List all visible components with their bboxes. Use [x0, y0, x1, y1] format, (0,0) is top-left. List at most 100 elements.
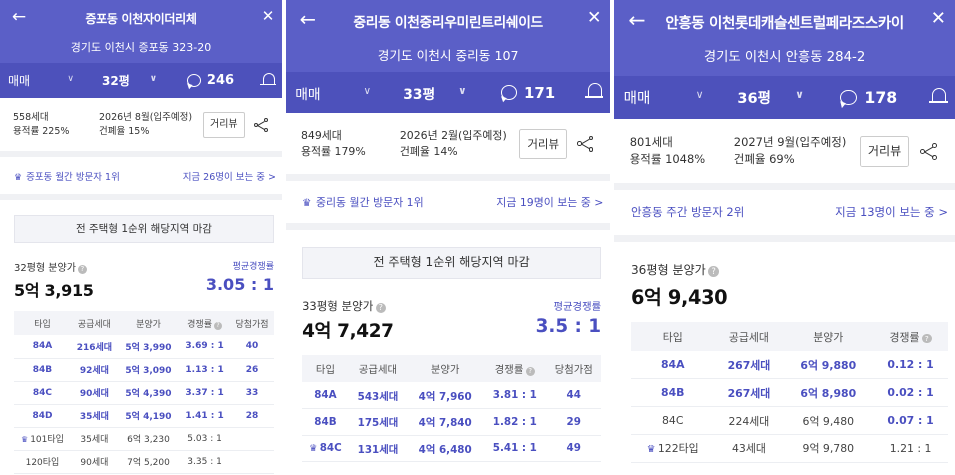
table-row[interactable]: 84A 543세대 4억 7,960 3.81 : 1 44	[302, 382, 602, 410]
table-row[interactable]: ♛ 101타입 35세대 6억 3,230 5.03 : 1	[14, 427, 274, 451]
table-row[interactable]: 84A 267세대 6억 9,880 0.12 : 1	[630, 351, 948, 380]
visitor-rank: 중리동 월간 방문자 1위	[315, 195, 424, 209]
trade-type-label: 매매	[623, 90, 651, 107]
help-icon[interactable]: ?	[375, 302, 386, 314]
comments-button[interactable]: 246	[165, 73, 256, 88]
move-in-date: 2026년 8월(입주예정)	[99, 112, 193, 123]
chevron-down-icon: ∨	[458, 84, 467, 97]
table-row[interactable]: 84B 267세대 6억 8,980 0.02 : 1	[630, 378, 948, 408]
share-icon[interactable]	[577, 135, 594, 152]
complex-info: 849세대 용적률 179% 2026년 2월(입주예정) 건폐율 14% 거리뷰	[286, 113, 610, 174]
visitor-bar[interactable]: ♛ 증포동 월간 방문자 1위 지금 26명이 보는 중 >	[0, 157, 282, 194]
bell-icon[interactable]	[924, 85, 955, 109]
address: 경기도 이천시 안흥동 284-2	[614, 44, 955, 77]
trade-type-select[interactable]: 매매 ∨	[286, 83, 378, 103]
viewing-now-link[interactable]: 지금 19명이 보는 중 >	[496, 195, 604, 209]
visitor-bar[interactable]: ♛ 중리동 월간 방문자 1위 지금 19명이 보는 중 >	[286, 181, 610, 224]
col-supply: 공급세대	[70, 311, 118, 335]
top-bar: ← 증포동 이천자이더리체 ✕	[0, 0, 282, 37]
crown-icon: ♛	[14, 172, 23, 183]
size-select[interactable]: 36평 ∨	[711, 87, 814, 108]
comments-button[interactable]: 178	[814, 88, 924, 107]
visitor-rank: 증포동 월간 방문자 1위	[26, 171, 120, 183]
help-icon[interactable]: ?	[213, 321, 222, 330]
comment-icon	[840, 89, 858, 106]
close-icon[interactable]: ✕	[930, 8, 946, 30]
address: 경기도 이천시 중리동 107	[286, 42, 610, 73]
move-in-date: 2027년 9월(입주예정)	[733, 135, 847, 150]
coverage-ratio: 건폐율 15%	[99, 126, 150, 137]
back-arrow-icon[interactable]: ←	[11, 7, 27, 27]
help-icon[interactable]: ?	[525, 366, 535, 377]
price-block: 33평형 분양가? 4억 7,427 평균경쟁률 3.5 : 1	[286, 295, 610, 343]
divider	[614, 182, 955, 190]
trade-type-select[interactable]: 매매 ∨	[0, 72, 80, 89]
col-competition: 경쟁률?	[873, 322, 948, 352]
table-row[interactable]: 84C 90세대 5억 4,390 3.37 : 1 33	[14, 381, 274, 405]
bell-icon[interactable]	[256, 71, 282, 91]
notice-box: 전 주택형 1순위 해당지역 마감	[14, 215, 274, 243]
share-icon[interactable]	[920, 142, 938, 160]
size-select[interactable]: 33평 ∨	[378, 83, 476, 103]
filter-bar: 매매 ∨ 32평 ∨ 246	[0, 63, 282, 98]
table-row[interactable]: 84B 92세대 5억 3,090 1.13 : 1 26	[14, 358, 274, 382]
table-row[interactable]: 84B 175세대 4억 7,840 1.82 : 1 29	[302, 408, 602, 436]
crown-icon: ♛	[646, 444, 656, 456]
back-arrow-icon[interactable]: ←	[628, 8, 646, 33]
listing-panel-2: ← 중리동 이천중리우미린트리쉐이드 ✕ 경기도 이천시 중리동 107 매매 ∨…	[286, 0, 610, 475]
help-icon[interactable]: ?	[77, 265, 87, 274]
comments-button[interactable]: 171	[476, 84, 581, 102]
filter-bar: 매매 ∨ 36평 ∨ 178	[614, 76, 955, 119]
price-block: 36평형 분양가? 6억 9,430	[614, 259, 955, 310]
close-icon[interactable]: ✕	[586, 8, 602, 29]
visitor-bar[interactable]: 안흥동 주간 방문자 2위 지금 13명이 보는 중 >	[614, 190, 955, 235]
col-supply: 공급세대	[714, 322, 784, 352]
size-label: 32평	[102, 74, 130, 88]
table-row[interactable]: 120타입 90세대 7억 5,200 3.35 : 1	[14, 450, 274, 474]
crown-icon: ♛	[302, 196, 312, 209]
col-type: 타입	[14, 311, 71, 335]
filter-bar: 매매 ∨ 33평 ∨ 171	[286, 72, 610, 113]
distance-view-button[interactable]: 거리뷰	[859, 135, 910, 167]
move-in-date: 2026년 2월(입주예정)	[399, 128, 507, 142]
trade-type-select[interactable]: 매매 ∨	[614, 87, 711, 108]
divider	[0, 194, 282, 200]
top-bar: ← 안흥동 이천롯데캐슬센트럴페라즈스카이 ✕	[614, 0, 955, 45]
table-row[interactable]: 84D 35세대 5억 4,190 1.41 : 1 28	[14, 404, 274, 428]
table-row[interactable]: 84C 224세대 6억 9,480 0.07 : 1	[630, 406, 948, 436]
distance-view-button[interactable]: 거리뷰	[519, 128, 567, 159]
help-icon[interactable]: ?	[921, 333, 932, 344]
listing-panel-1: ← 증포동 이천자이더리체 ✕ 경기도 이천시 증포동 323-20 매매 ∨ 3…	[0, 0, 282, 475]
unit-table: 타입 공급세대 분양가 경쟁률? 84A 267세대 6억 9,880 0.12 : …	[630, 322, 948, 463]
help-icon[interactable]: ?	[708, 266, 720, 278]
crown-icon: ♛	[21, 435, 29, 444]
table-row[interactable]: ♛ 84C 131세대 4억 6,480 5.41 : 1 49	[302, 435, 602, 463]
trade-type-label: 매매	[8, 74, 31, 88]
address: 경기도 이천시 증포동 323-20	[0, 37, 282, 63]
size-select[interactable]: 32평 ∨	[80, 72, 165, 89]
comment-count: 171	[523, 83, 556, 102]
trade-type-label: 매매	[295, 86, 321, 103]
back-arrow-icon[interactable]: ←	[299, 8, 317, 32]
distance-view-button[interactable]: 거리뷰	[203, 112, 245, 138]
complex-title: 중리동 이천중리우미린트리쉐이드	[353, 15, 543, 32]
avg-competition-value: 3.5 : 1	[535, 316, 602, 338]
table-row[interactable]: 84A 216세대 5억 3,990 3.69 : 1 40	[14, 335, 274, 359]
comment-icon	[500, 85, 518, 101]
unit-table: 타입 공급세대 분양가 경쟁률? 당첨가점 84A 543세대 4억 7,960 3.…	[302, 354, 602, 463]
chevron-down-icon: ∨	[695, 87, 704, 101]
viewing-now-link[interactable]: 지금 13명이 보는 중 >	[835, 205, 948, 220]
col-score: 당첨가점	[230, 311, 274, 335]
coverage-ratio: 건폐율 14%	[399, 144, 458, 158]
viewing-now-link[interactable]: 지금 26명이 보는 중 >	[182, 171, 276, 183]
divider	[0, 151, 282, 157]
share-icon[interactable]	[253, 118, 268, 132]
complex-title: 증포동 이천자이더리체	[85, 12, 197, 26]
households: 558세대	[13, 112, 49, 123]
close-icon[interactable]: ✕	[261, 7, 275, 25]
table-row[interactable]: ♛ 122타입 43세대 9억 9,780 1.21 : 1	[630, 434, 948, 463]
table-header: 타입 공급세대 분양가 경쟁률? 당첨가점	[302, 354, 602, 383]
bell-icon[interactable]	[580, 81, 610, 104]
price-label: 36평형 분양가	[630, 263, 706, 278]
floor-area-ratio: 용적률 1048%	[629, 152, 706, 167]
